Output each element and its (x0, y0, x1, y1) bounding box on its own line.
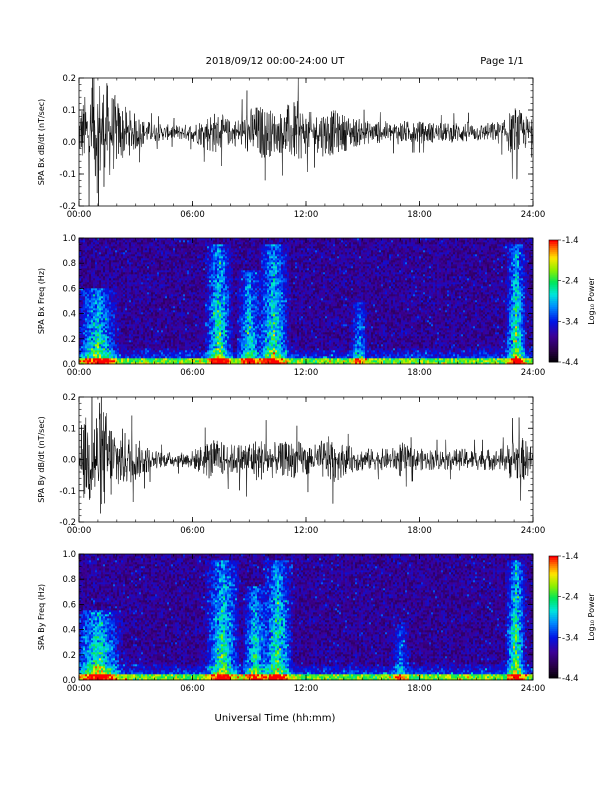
x-tick-label: 06:00 (180, 526, 205, 536)
y-tick-label: 0.1 (62, 106, 76, 116)
x-tick-label: 12:00 (294, 210, 319, 220)
y-tick-label: 0.1 (62, 424, 76, 434)
x-tick-label: 18:00 (407, 684, 432, 694)
y-tick-label: 0.2 (62, 74, 76, 84)
x-tick-label: 12:00 (294, 526, 319, 536)
x-axis-label: Universal Time (hh:mm) (215, 713, 336, 724)
panels: 00:00 06:00 12:00 18:00 24:000.20.10.0-0.1-0… (37, 37, 596, 694)
x-tick-label: 24:00 (521, 368, 546, 378)
colorbar-label: Log₁₀ Power (587, 277, 596, 325)
colorbar-tick-label: -1.4 (562, 552, 579, 562)
colorbar-tick-label: -3.4 (562, 317, 579, 327)
y-axis-label: SPA Bx Freq (Hz) (37, 268, 46, 334)
y-tick-label: -0.2 (59, 202, 76, 212)
y-tick-label: 0.6 (62, 284, 76, 294)
y-tick-label: 1.0 (62, 234, 76, 244)
x-tick-label: 06:00 (180, 684, 205, 694)
y-tick-label: 0.8 (62, 259, 76, 269)
x-tick-label: 06:00 (180, 368, 205, 378)
waveform-line (79, 355, 533, 513)
colorbar-tick-label: -1.4 (562, 236, 579, 246)
y-tick-label: 1.0 (62, 550, 76, 560)
x-tick-label: 24:00 (521, 210, 546, 220)
x-tick-label: 18:00 (407, 368, 432, 378)
spectrogram-cells (79, 238, 533, 364)
y-tick-label: 0.4 (62, 626, 76, 636)
x-tick-label: 12:00 (294, 684, 319, 694)
y-tick-label: 0.0 (62, 456, 76, 466)
y-tick-label: 0.0 (62, 676, 76, 686)
y-tick-label: 0.0 (62, 360, 76, 370)
y-tick-label: 0.2 (62, 393, 76, 403)
x-tick-label: 18:00 (407, 526, 432, 536)
plot-frame (79, 78, 533, 206)
x-tick-label: 18:00 (407, 210, 432, 220)
y-tick-label: -0.2 (59, 518, 76, 528)
colorbar-tick-label: -2.4 (562, 277, 579, 287)
y-axis-label: SPA By dB/dt (nT/sec) (37, 416, 46, 503)
colorbar: -1.4 -2.4 -3.4 -4.4 Log₁₀ Power (549, 552, 596, 684)
y-tick-label: 0.0 (62, 138, 76, 148)
bx-spectrogram-panel: 00:00 06:00 12:00 18:00 24:001.00.80.60.40.2… (37, 234, 596, 378)
colorbar-tick-label: -2.4 (562, 593, 579, 603)
colorbar: -1.4 -2.4 -3.4 -4.4 Log₁₀ Power (549, 236, 596, 368)
page-number: Page 1/1 (480, 56, 523, 67)
x-tick-label: 06:00 (180, 210, 205, 220)
spectrogram-cells (79, 554, 533, 680)
x-tick-label: 24:00 (521, 526, 546, 536)
y-axis-label: SPA Bx dB/dt (nT/sec) (37, 99, 46, 186)
x-tick-label: 12:00 (294, 368, 319, 378)
bx-waveform-panel: 00:00 06:00 12:00 18:00 24:000.20.10.0-0.1-0… (37, 37, 545, 247)
y-tick-label: 0.8 (62, 575, 76, 585)
y-tick-label: 0.4 (62, 310, 76, 320)
colorbar-label: Log₁₀ Power (587, 593, 596, 641)
y-tick-label: -0.1 (59, 487, 76, 497)
by-waveform-panel: 00:00 06:00 12:00 18:00 24:000.20.10.0-0.1-0… (37, 355, 545, 536)
y-tick-label: 0.2 (62, 335, 76, 345)
page-title: 2018/09/12 00:00-24:00 UT (206, 56, 346, 67)
y-tick-label: 0.2 (62, 651, 76, 661)
colorbar-tick-label: -4.4 (562, 358, 579, 368)
y-tick-label: 0.6 (62, 600, 76, 610)
by-spectrogram-panel: 00:00 06:00 12:00 18:00 24:001.00.80.60.40.2… (37, 550, 596, 694)
x-tick-label: 24:00 (521, 684, 546, 694)
colorbar-tick-label: -4.4 (562, 674, 579, 684)
y-axis-label: SPA By Freq (Hz) (37, 584, 46, 650)
colorbar-tick-label: -3.4 (562, 633, 579, 643)
y-tick-label: -0.1 (59, 170, 76, 180)
